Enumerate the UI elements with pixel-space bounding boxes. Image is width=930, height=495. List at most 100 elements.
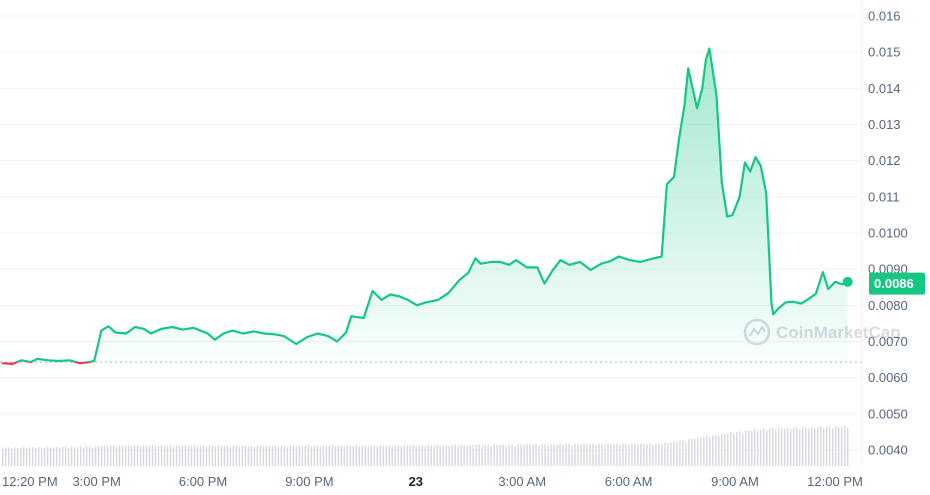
volume-bar [766,430,768,466]
volume-bar [661,444,663,466]
volume-bar [118,445,121,466]
volume-bar [112,445,115,466]
volume-bar [121,445,124,466]
volume-bar [370,445,372,466]
volume-bar [823,428,825,466]
volume-bar [598,443,600,466]
volume-bar [106,446,109,466]
volume-bar [643,444,645,466]
volume-bar [127,445,130,466]
volume-bar [709,437,711,466]
volume-bar [58,448,61,466]
volume-bar [505,445,507,466]
volume-bar [274,445,277,466]
volume-bar [55,446,58,466]
volume-bar [223,445,226,466]
volume-bar [718,435,720,466]
volume-bar [748,430,750,466]
volume-bar [496,444,498,466]
volume-bar [484,444,486,466]
volume-bar [652,444,654,466]
volume-bar [400,446,402,466]
volume-bar [7,447,10,466]
volume-bar [604,444,606,466]
volume-bar [685,441,687,466]
volume-bar [238,446,241,466]
volume-bar [259,445,262,466]
volume-bar [670,442,672,466]
volume-bar [637,444,639,466]
volume-bar [520,444,522,466]
volume-bar [469,444,471,466]
volume-bar [82,447,85,466]
volume-bar [328,446,331,466]
y-tick-label: 0.0040 [868,443,908,458]
x-tick-label: 6:00 PM [179,474,227,489]
volume-bar [649,443,651,466]
volume-bar [778,427,780,466]
volume-bar [706,435,708,466]
volume-bar [472,445,474,466]
volume-bar [430,445,432,466]
volume-bar [415,445,417,466]
volume-bar [43,447,46,466]
volume-bar [325,446,328,466]
volume-bar [100,446,103,466]
volume-bar [592,443,594,466]
volume-bar [232,445,235,466]
volume-bar [391,446,393,466]
y-tick-label: 0.016 [868,9,901,24]
volume-bar [301,446,304,466]
volume-bar [13,447,16,466]
volume-bar [742,433,744,466]
volume-bar [682,439,684,466]
volume-bar [490,445,492,466]
volume-bar [139,446,142,466]
x-axis: 12:20 PM 3:00 PM 6:00 PM 9:00 PM 23 3:00 AM 6:… [2,474,863,489]
volume-bar [466,445,468,466]
volume-bar [529,444,531,466]
volume-bar [361,445,363,466]
volume-bar [840,427,843,466]
volume-bar [451,445,453,466]
current-price-label: 0.0086 [874,276,914,291]
volume-bar [514,445,516,466]
volume-bar [655,443,657,466]
volume-bar [40,447,43,466]
volume-bar [406,445,408,466]
volume-bar [475,444,477,466]
volume-bar [241,445,244,466]
volume-bar [28,447,31,466]
volume-bar [631,443,633,466]
volume-bar [757,430,759,466]
volume-bar [94,446,97,466]
y-tick-label: 0.014 [868,81,901,96]
volume-bar [433,446,435,466]
volume-bar [145,445,148,466]
volume-bar [208,445,211,466]
volume-bar [220,446,223,466]
volume-bar [142,445,145,466]
y-tick-label: 0.0080 [868,298,908,313]
volume-bar [172,446,175,466]
volume-bar [481,445,483,466]
volume-bar [151,445,154,466]
volume-bar [568,443,570,466]
volume-bar [502,444,504,466]
volume-bar [562,445,564,466]
volume-bar [31,447,34,466]
volume-bar [319,446,322,466]
volume-bar [394,445,396,466]
volume-bar [409,446,411,466]
volume-bar [283,445,286,466]
volume-bar [526,443,528,466]
volume-bar [694,439,696,466]
volume-bar [625,443,627,466]
volume-bar [817,427,819,466]
x-tick-label: 12:20 PM [2,474,58,489]
volume-bar [814,428,816,466]
volume-bar [349,445,351,466]
volume-bar [190,445,193,466]
volume-bar [280,445,283,466]
volume-bar [820,426,822,466]
